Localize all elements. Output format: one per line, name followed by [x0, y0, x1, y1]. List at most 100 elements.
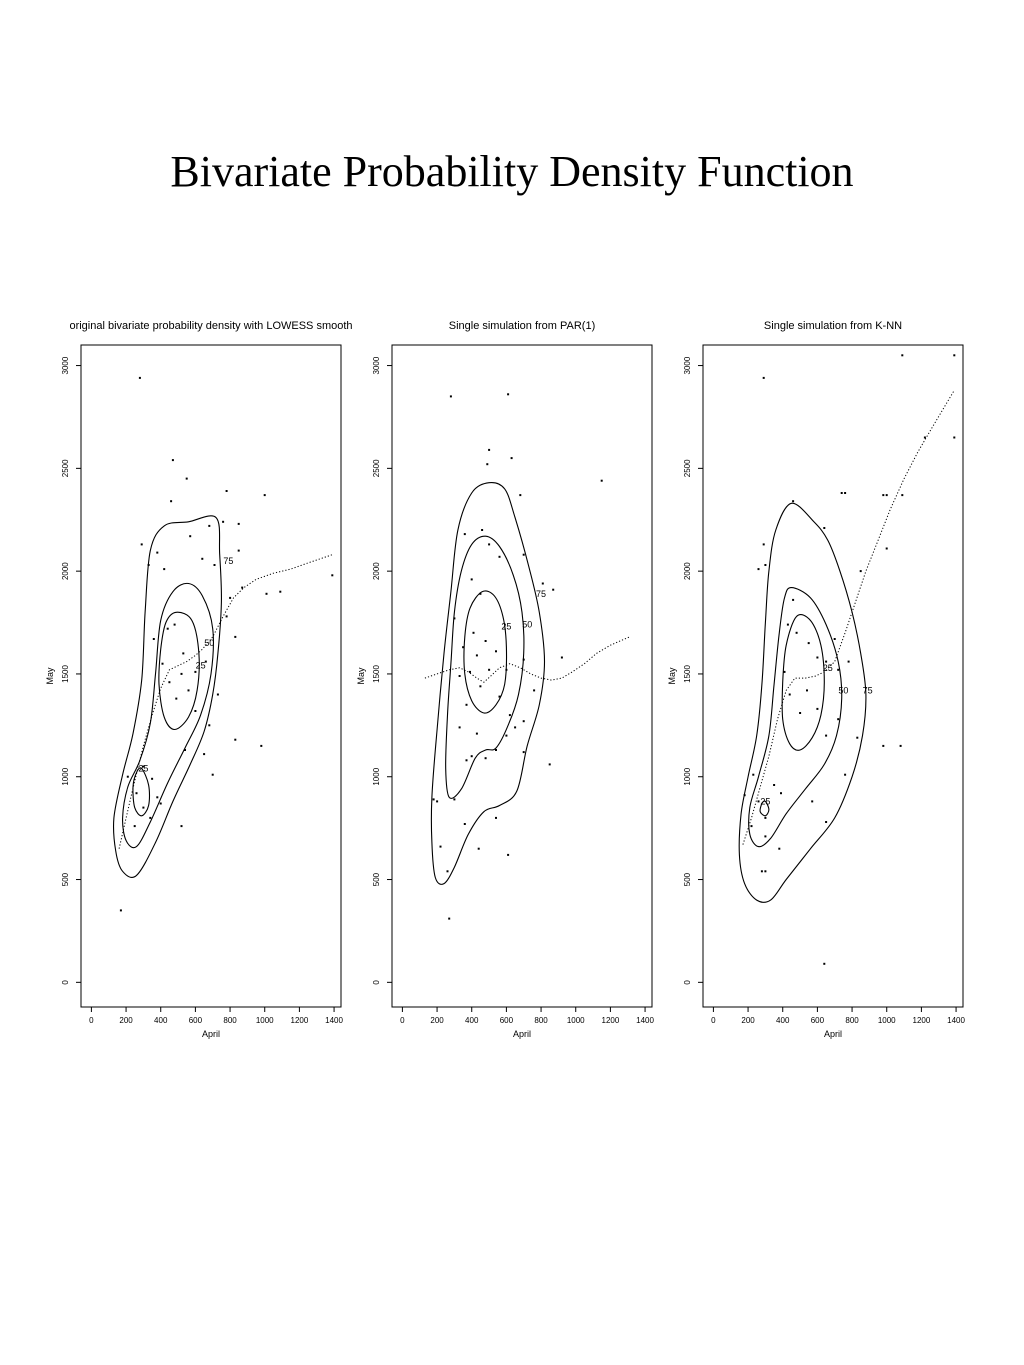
data-point	[484, 757, 487, 760]
data-point	[764, 564, 767, 566]
data-point	[211, 773, 214, 776]
data-point	[953, 436, 956, 439]
data-point	[510, 457, 513, 460]
data-point	[498, 695, 501, 698]
lowess-smooth-line	[742, 389, 955, 845]
data-point	[477, 847, 480, 850]
data-point	[885, 547, 888, 550]
data-point	[806, 689, 808, 692]
data-point	[757, 568, 760, 571]
data-point	[847, 660, 850, 663]
data-point	[185, 477, 188, 480]
x-tick-label: 1200	[291, 1016, 309, 1025]
data-point	[159, 802, 162, 805]
contour-25	[132, 767, 151, 817]
data-point	[187, 689, 190, 692]
y-tick-label: 0	[372, 980, 381, 985]
contour-label: 50	[204, 638, 214, 648]
y-tick-label: 500	[61, 872, 70, 886]
contour-50	[122, 582, 214, 849]
data-point	[882, 744, 885, 747]
x-tick-label: 0	[711, 1016, 716, 1025]
contour-label: 50	[838, 685, 848, 695]
data-point	[204, 660, 207, 663]
data-point	[811, 800, 814, 803]
contour-50	[445, 535, 525, 799]
data-point	[807, 642, 810, 645]
data-point	[522, 553, 525, 556]
data-point	[151, 777, 154, 780]
data-point	[180, 672, 183, 675]
y-tick-label: 1000	[61, 767, 70, 785]
x-tick-label: 1000	[256, 1016, 274, 1025]
data-point	[548, 763, 551, 766]
y-tick-label: 2000	[372, 562, 381, 580]
data-point	[479, 592, 482, 595]
y-tick-label: 1500	[683, 664, 692, 682]
data-point	[175, 697, 178, 700]
data-point	[449, 395, 452, 398]
data-point	[816, 707, 819, 710]
data-point	[331, 574, 334, 577]
y-tick-label: 3000	[61, 356, 70, 374]
contour-label: 25	[501, 622, 511, 632]
data-point	[844, 773, 847, 776]
contour-label: 25	[138, 764, 148, 774]
y-tick-label: 0	[683, 980, 692, 985]
chart-knn: Single simulation from K-NN 0 200 400 600 800…	[667, 320, 966, 1039]
x-tick-label: 800	[223, 1016, 237, 1025]
data-point	[844, 492, 847, 494]
data-point	[792, 500, 795, 503]
lowess-smooth-line	[424, 636, 630, 683]
panel-original: original bivariate probability density w…	[45, 315, 353, 1050]
data-point	[901, 494, 904, 497]
contour-25	[781, 614, 825, 751]
data-point	[823, 527, 826, 529]
data-point	[173, 623, 176, 626]
data-point	[760, 870, 763, 873]
contour-label: 25	[196, 661, 206, 671]
x-tick-label: 200	[430, 1016, 444, 1025]
data-point	[859, 570, 862, 573]
contour-50	[748, 587, 843, 848]
data-point	[953, 354, 956, 357]
plot-frame	[702, 344, 964, 1008]
x-tick-label: 0	[400, 1016, 405, 1025]
data-point	[856, 736, 859, 739]
data-point	[757, 800, 760, 803]
contour-25	[463, 590, 508, 714]
contour-25	[158, 611, 200, 731]
data-point	[265, 592, 268, 595]
contour-label: 75	[863, 685, 873, 695]
data-point	[149, 816, 152, 819]
data-point	[453, 798, 456, 801]
data-point	[161, 662, 164, 665]
y-tick-label: 3000	[372, 356, 381, 374]
contour-75	[112, 515, 222, 878]
y-tick-label: 2000	[683, 562, 692, 580]
data-point	[522, 720, 525, 723]
data-point	[182, 652, 185, 655]
data-point	[458, 675, 461, 677]
y-tick-label: 1000	[372, 767, 381, 785]
y-tick-label: 1500	[61, 664, 70, 682]
data-point	[475, 732, 478, 735]
data-point	[448, 917, 451, 920]
data-point	[180, 825, 183, 828]
chart-title: original bivariate probability density w…	[69, 320, 352, 332]
data-point	[825, 734, 828, 737]
data-point	[837, 718, 840, 721]
contour-75	[430, 482, 546, 885]
data-point	[470, 578, 473, 581]
data-point	[825, 660, 828, 663]
data-point	[194, 710, 197, 712]
data-point	[462, 646, 465, 649]
y-tick-label: 2500	[61, 459, 70, 477]
data-point	[786, 623, 789, 626]
data-point	[783, 670, 786, 673]
data-point	[762, 543, 765, 546]
data-point	[507, 393, 510, 396]
data-point	[237, 549, 240, 552]
data-point	[481, 529, 484, 531]
data-point	[505, 734, 508, 737]
